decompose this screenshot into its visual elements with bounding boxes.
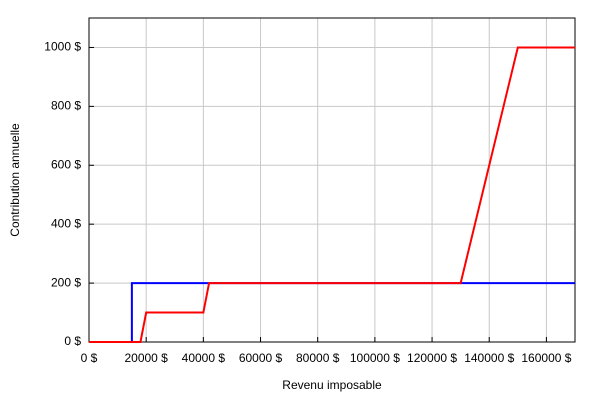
x-tick-label: 40000 $ [182,351,226,365]
x-tick-label: 100000 $ [350,351,400,365]
y-axis-label: Contribution annuelle [8,123,22,237]
x-axis-label: Revenu imposable [282,378,382,392]
x-tick-label: 160000 $ [521,351,571,365]
x-tick-label: 140000 $ [464,351,514,365]
x-tick-label: 60000 $ [239,351,283,365]
y-tick-label: 0 $ [64,334,81,348]
series-line [89,46,575,343]
y-tick-label: 400 $ [51,216,81,230]
x-tick-label: 20000 $ [124,351,168,365]
y-tick-label: 800 $ [51,99,81,113]
y-tick-label: 600 $ [51,157,81,171]
y-tick-label: 200 $ [51,275,81,289]
x-tick-label: 120000 $ [407,351,457,365]
plot-frame [88,17,576,343]
x-tick-label: 0 $ [81,351,98,365]
x-tick-label: 80000 $ [296,351,340,365]
y-tick-label: 1000 $ [44,40,81,54]
